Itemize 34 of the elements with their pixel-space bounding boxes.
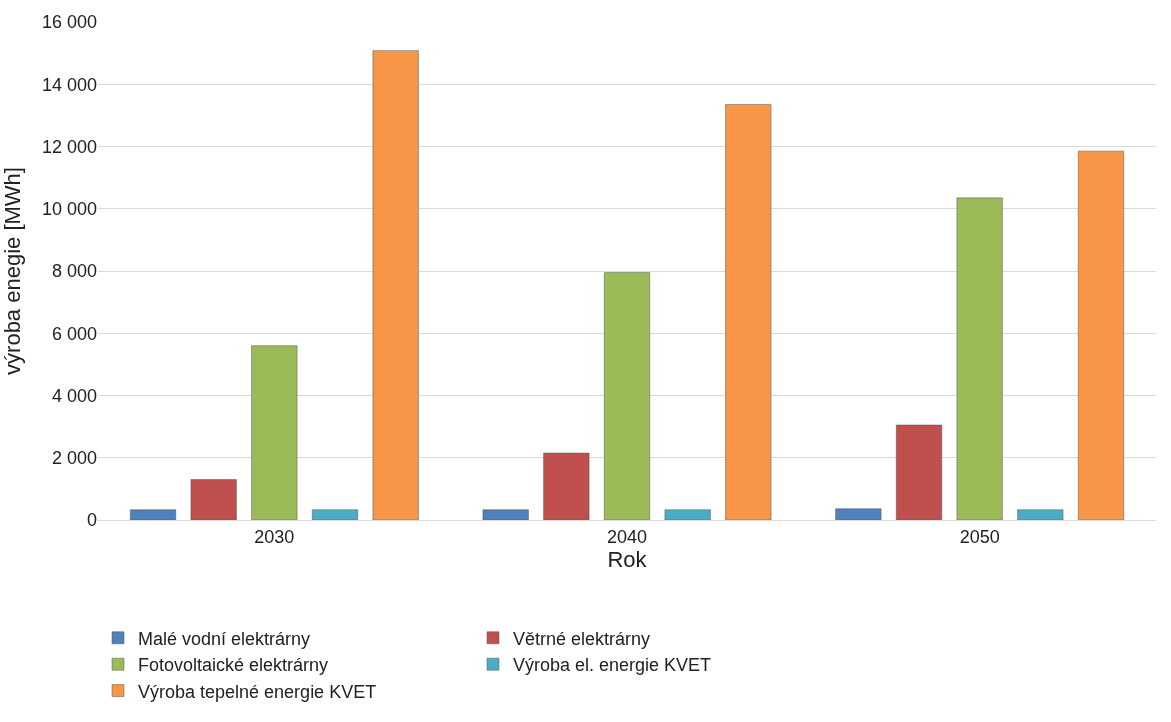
y-axis-title: výroba enegie [MWh]: [0, 167, 25, 375]
y-tick-label: 0: [86, 510, 97, 531]
legend-label: Fotovoltaické elektrárny: [138, 655, 329, 676]
legend-label: Větrné elektrárny: [513, 628, 651, 649]
legend-label: Malé vodní elektrárny: [138, 628, 311, 649]
bar: [312, 509, 358, 520]
bar: [664, 509, 711, 520]
bar: [725, 104, 772, 520]
bar: [543, 452, 590, 520]
bar: [604, 272, 650, 520]
y-tick-label: 14 000: [41, 74, 97, 95]
bar: [190, 479, 237, 520]
bar: [956, 197, 1003, 520]
x-tick-label: 2050: [959, 526, 1000, 547]
bar: [1077, 150, 1124, 520]
bar: [1017, 509, 1064, 520]
y-tick-label: 4 000: [51, 385, 97, 406]
y-tick-label: 2 000: [51, 448, 97, 469]
bar: [835, 508, 882, 520]
bar: [372, 50, 419, 520]
bar: [896, 424, 943, 520]
x-tick-label: 2040: [606, 526, 648, 547]
x-axis-title: Rok: [607, 547, 648, 573]
bar: [482, 509, 529, 520]
x-tick-label: 2030: [254, 526, 295, 547]
y-tick-label: 12 000: [41, 136, 97, 157]
y-tick-label: 8 000: [51, 261, 97, 282]
legend-label: Výroba el. energie KVET: [513, 655, 712, 676]
bar: [130, 509, 177, 520]
y-tick-label: 16 000: [41, 12, 97, 33]
bar: [251, 345, 298, 520]
y-tick-label: 6 000: [51, 323, 97, 344]
y-tick-label: 10 000: [41, 199, 97, 220]
legend-label: Výroba tepelné energie KVET: [138, 681, 377, 702]
